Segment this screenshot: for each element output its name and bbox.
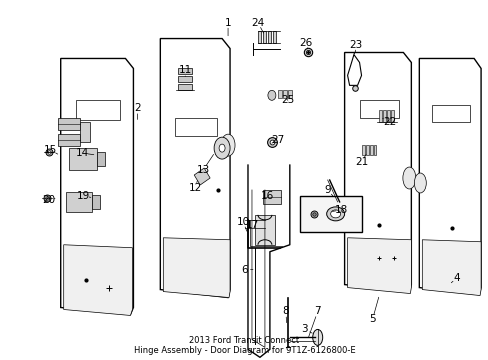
- Bar: [58, 118, 80, 130]
- Polygon shape: [194, 168, 210, 185]
- Bar: [178, 68, 192, 75]
- Bar: [175, 118, 217, 136]
- Bar: [373, 145, 376, 155]
- Text: 20: 20: [42, 195, 55, 205]
- Text: 6: 6: [241, 265, 248, 275]
- Bar: [263, 31, 266, 42]
- Bar: [379, 110, 382, 122]
- Bar: [178, 84, 192, 90]
- Bar: [272, 31, 276, 42]
- Polygon shape: [422, 240, 480, 296]
- Text: 13: 13: [196, 165, 209, 175]
- Bar: [258, 31, 261, 42]
- Text: 1: 1: [224, 18, 231, 28]
- Text: 25: 25: [281, 95, 294, 105]
- Bar: [65, 192, 91, 212]
- Ellipse shape: [402, 167, 415, 189]
- Bar: [91, 195, 100, 209]
- Text: 7: 7: [314, 306, 321, 316]
- Bar: [96, 152, 104, 166]
- Bar: [80, 122, 89, 142]
- Polygon shape: [61, 58, 133, 315]
- Text: 19: 19: [77, 191, 90, 201]
- Text: 10: 10: [236, 217, 249, 227]
- Bar: [365, 145, 368, 155]
- Text: 2013 Ford Transit Connect
Hinge Assembly - Door Diagram for 9T1Z-6126800-E: 2013 Ford Transit Connect Hinge Assembly…: [133, 336, 355, 355]
- Text: 16: 16: [261, 191, 274, 201]
- Bar: [369, 145, 372, 155]
- Text: 15: 15: [44, 145, 57, 155]
- Ellipse shape: [326, 207, 344, 221]
- Text: 8: 8: [282, 306, 288, 316]
- Bar: [287, 90, 291, 98]
- Text: 27: 27: [271, 135, 284, 145]
- Bar: [178, 76, 192, 82]
- Text: 26: 26: [299, 37, 312, 48]
- Ellipse shape: [221, 134, 235, 156]
- Ellipse shape: [267, 90, 275, 100]
- Text: 21: 21: [354, 157, 367, 167]
- Text: 11: 11: [178, 66, 191, 76]
- Bar: [431, 105, 469, 122]
- Bar: [263, 190, 280, 204]
- Text: 4: 4: [453, 273, 460, 283]
- Text: 17: 17: [245, 220, 258, 230]
- Polygon shape: [344, 53, 410, 292]
- Bar: [359, 100, 399, 118]
- Ellipse shape: [413, 173, 426, 193]
- Bar: [390, 110, 394, 122]
- Bar: [386, 110, 389, 122]
- Text: 5: 5: [368, 314, 375, 324]
- Text: 14: 14: [76, 148, 89, 158]
- Text: 3: 3: [301, 324, 307, 334]
- Bar: [361, 145, 364, 155]
- Text: 22: 22: [382, 117, 395, 127]
- Text: 18: 18: [334, 205, 347, 215]
- Bar: [76, 100, 120, 120]
- Ellipse shape: [219, 144, 224, 152]
- Text: 24: 24: [251, 18, 264, 28]
- Text: 23: 23: [348, 40, 362, 50]
- Ellipse shape: [214, 137, 229, 159]
- Polygon shape: [160, 39, 229, 298]
- Bar: [68, 148, 96, 170]
- Text: 9: 9: [324, 185, 330, 195]
- Polygon shape: [347, 238, 410, 293]
- Text: 12: 12: [188, 183, 202, 193]
- Bar: [282, 90, 286, 98]
- Polygon shape: [63, 245, 132, 315]
- Bar: [277, 90, 281, 98]
- Bar: [58, 134, 80, 146]
- Ellipse shape: [330, 210, 340, 218]
- Polygon shape: [419, 58, 480, 294]
- Bar: [383, 110, 386, 122]
- Bar: [267, 31, 271, 42]
- Polygon shape: [163, 238, 229, 298]
- Ellipse shape: [312, 329, 322, 345]
- Text: 2: 2: [134, 103, 141, 113]
- Bar: [299, 196, 361, 232]
- Bar: [254, 215, 274, 245]
